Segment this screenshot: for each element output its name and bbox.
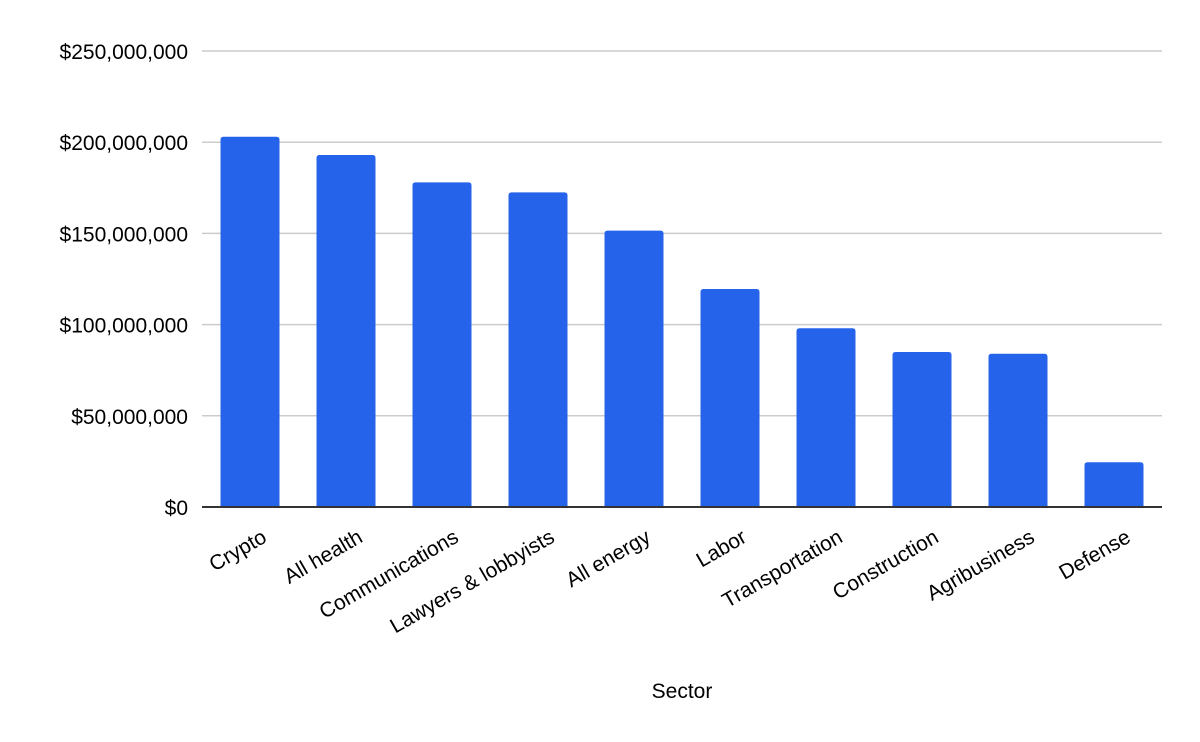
bars (220, 136, 1144, 508)
bar (220, 136, 280, 507)
x-tick-label: Lawyers & lobbyists (386, 525, 558, 638)
x-axis-title: Sector (652, 680, 713, 703)
x-tick-label: Labor (692, 525, 750, 572)
y-tick-label: $50,000,000 (71, 406, 188, 429)
bar (604, 230, 664, 507)
bar (796, 328, 856, 507)
bar (892, 351, 952, 507)
y-tick-label: $0 (165, 497, 188, 520)
y-tick-label: $150,000,000 (60, 223, 188, 246)
bar (316, 154, 376, 507)
bar (700, 289, 760, 507)
bar (1084, 462, 1144, 507)
y-tick-label: $250,000,000 (60, 41, 188, 64)
x-tick-label: Defense (1055, 525, 1134, 584)
bar (508, 192, 568, 508)
bar (412, 182, 472, 507)
x-tick-label: Construction (829, 525, 943, 604)
y-tick-label: $200,000,000 (60, 132, 188, 155)
x-tick-label: Agribusiness (923, 525, 1039, 605)
y-axis-tick-labels: $0 $50,000,000 $100,000,000 $150,000,000 $20… (60, 41, 188, 520)
y-tick-label: $100,000,000 (60, 315, 188, 338)
bar (988, 353, 1048, 507)
x-tick-label: All energy (562, 525, 655, 592)
x-tick-label: Crypto (205, 525, 270, 576)
x-tick-label: All health (280, 525, 366, 588)
